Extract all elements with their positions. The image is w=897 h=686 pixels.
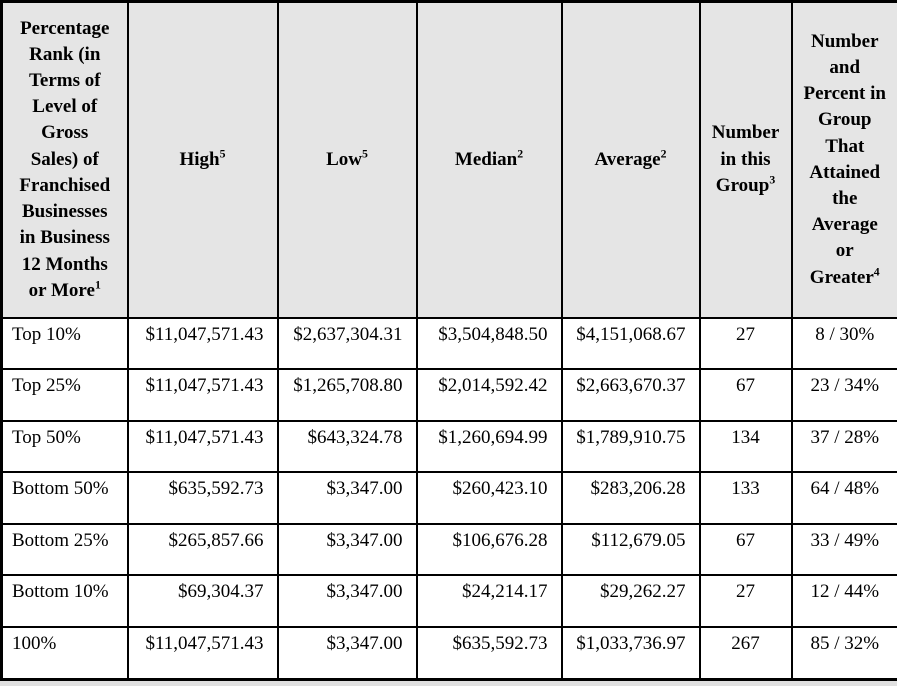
low-cell: $1,265,708.80 [276, 368, 418, 422]
median-cell: $2,014,592.42 [415, 368, 563, 422]
median-cell: $3,504,848.50 [415, 316, 563, 371]
attained-cell: 33 / 49% [790, 522, 897, 577]
high-cell: $11,047,571.43 [126, 316, 279, 371]
column-header-text: Low [326, 148, 362, 170]
low-cell: $3,347.00 [276, 522, 418, 577]
average-cell: $1,033,736.97 [560, 626, 701, 681]
column-header-text: Number in this Group [711, 122, 780, 196]
count-cell: 67 [698, 522, 793, 577]
count-cell: 27 [698, 574, 793, 629]
count-cell: 267 [698, 626, 793, 681]
average-cell: $2,663,670.37 [560, 368, 701, 422]
median-cell: $24,214.17 [415, 574, 563, 629]
average-cell: $1,789,910.75 [560, 419, 701, 474]
column-header-number-in-group: Number in this Group3 [698, 0, 793, 319]
high-cell: $69,304.37 [126, 574, 279, 629]
table-row-top-25: Top 25% $11,047,571.43 $1,265,708.80 $2,… [0, 368, 897, 422]
high-cell: $11,047,571.43 [126, 626, 279, 681]
low-cell: $3,347.00 [276, 626, 418, 681]
average-cell: $283,206.28 [560, 471, 701, 525]
median-cell: $260,423.10 [415, 471, 563, 525]
row-label-cell: Top 10% [0, 316, 129, 371]
count-cell: 67 [698, 368, 793, 422]
row-label-cell: Bottom 10% [0, 574, 129, 629]
row-label-cell: Top 25% [0, 368, 129, 422]
high-cell: $11,047,571.43 [126, 419, 279, 474]
footnote-marker: 2 [660, 147, 667, 161]
count-cell: 133 [698, 471, 793, 525]
low-cell: $3,347.00 [276, 471, 418, 525]
table-row-bottom-10: Bottom 10% $69,304.37 $3,347.00 $24,214.… [0, 574, 897, 629]
count-cell: 27 [698, 316, 793, 371]
low-cell: $643,324.78 [276, 419, 418, 474]
table-row-top-10: Top 10% $11,047,571.43 $2,637,304.31 $3,… [0, 316, 897, 371]
average-cell: $29,262.27 [560, 574, 701, 629]
average-cell: $4,151,068.67 [560, 316, 701, 371]
footnote-marker: 3 [769, 173, 776, 187]
average-cell: $112,679.05 [560, 522, 701, 577]
column-header-text: Average [594, 148, 661, 170]
row-label-cell: 100% [0, 626, 129, 681]
high-cell: $11,047,571.43 [126, 368, 279, 422]
column-header-percentage-rank: Percentage Rank (in Terms of Level of Gr… [0, 0, 129, 319]
column-header-text: Percentage Rank (in Terms of Level of Gr… [19, 17, 111, 301]
column-header-average: Average2 [560, 0, 701, 319]
attained-cell: 12 / 44% [790, 574, 897, 629]
median-cell: $106,676.28 [415, 522, 563, 577]
column-header-high: High5 [126, 0, 279, 319]
median-cell: $1,260,694.99 [415, 419, 563, 474]
attained-cell: 23 / 34% [790, 368, 897, 422]
footnote-marker: 5 [219, 147, 226, 161]
footnote-marker: 2 [517, 147, 524, 161]
median-cell: $635,592.73 [415, 626, 563, 681]
column-header-text: Median [454, 148, 518, 170]
count-cell: 134 [698, 419, 793, 474]
footnote-marker: 4 [873, 265, 880, 279]
row-label-cell: Bottom 25% [0, 522, 129, 577]
column-header-low: Low5 [276, 0, 418, 319]
footnote-marker: 1 [94, 278, 101, 292]
column-header-text: Number and Percent in Group That Attaine… [803, 30, 887, 288]
row-label-cell: Top 50% [0, 419, 129, 474]
table-row-100-percent: 100% $11,047,571.43 $3,347.00 $635,592.7… [0, 626, 897, 681]
attained-cell: 37 / 28% [790, 419, 897, 474]
low-cell: $3,347.00 [276, 574, 418, 629]
high-cell: $265,857.66 [126, 522, 279, 577]
high-cell: $635,592.73 [126, 471, 279, 525]
table-row-top-50: Top 50% $11,047,571.43 $643,324.78 $1,26… [0, 419, 897, 474]
table-row-bottom-50: Bottom 50% $635,592.73 $3,347.00 $260,42… [0, 471, 897, 525]
column-header-median: Median2 [415, 0, 563, 319]
header-row: Percentage Rank (in Terms of Level of Gr… [0, 0, 897, 319]
attained-cell: 8 / 30% [790, 316, 897, 371]
attained-cell: 64 / 48% [790, 471, 897, 525]
footnote-marker: 5 [362, 147, 368, 161]
row-label-cell: Bottom 50% [0, 471, 129, 525]
low-cell: $2,637,304.31 [276, 316, 418, 371]
attained-cell: 85 / 32% [790, 626, 897, 681]
table-row-bottom-25: Bottom 25% $265,857.66 $3,347.00 $106,67… [0, 522, 897, 577]
column-header-text: High [179, 148, 220, 170]
column-header-attained-average: Number and Percent in Group That Attaine… [790, 0, 897, 319]
